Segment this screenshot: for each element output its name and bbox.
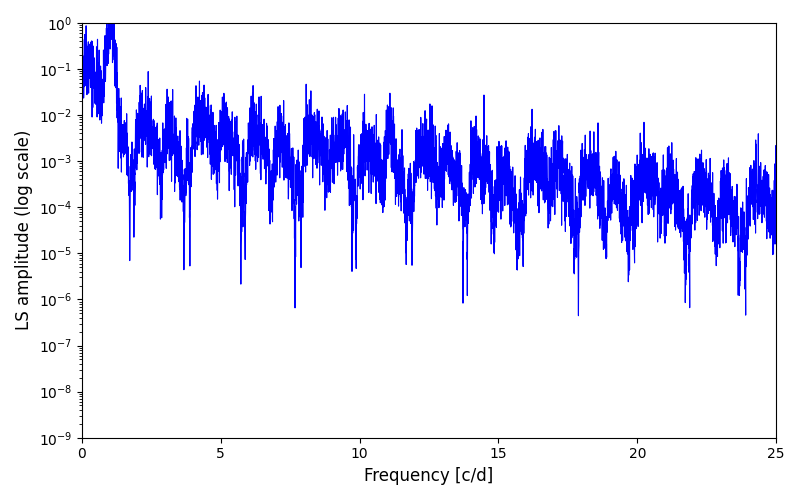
X-axis label: Frequency [c/d]: Frequency [c/d] [364, 467, 494, 485]
Y-axis label: LS amplitude (log scale): LS amplitude (log scale) [15, 130, 33, 330]
